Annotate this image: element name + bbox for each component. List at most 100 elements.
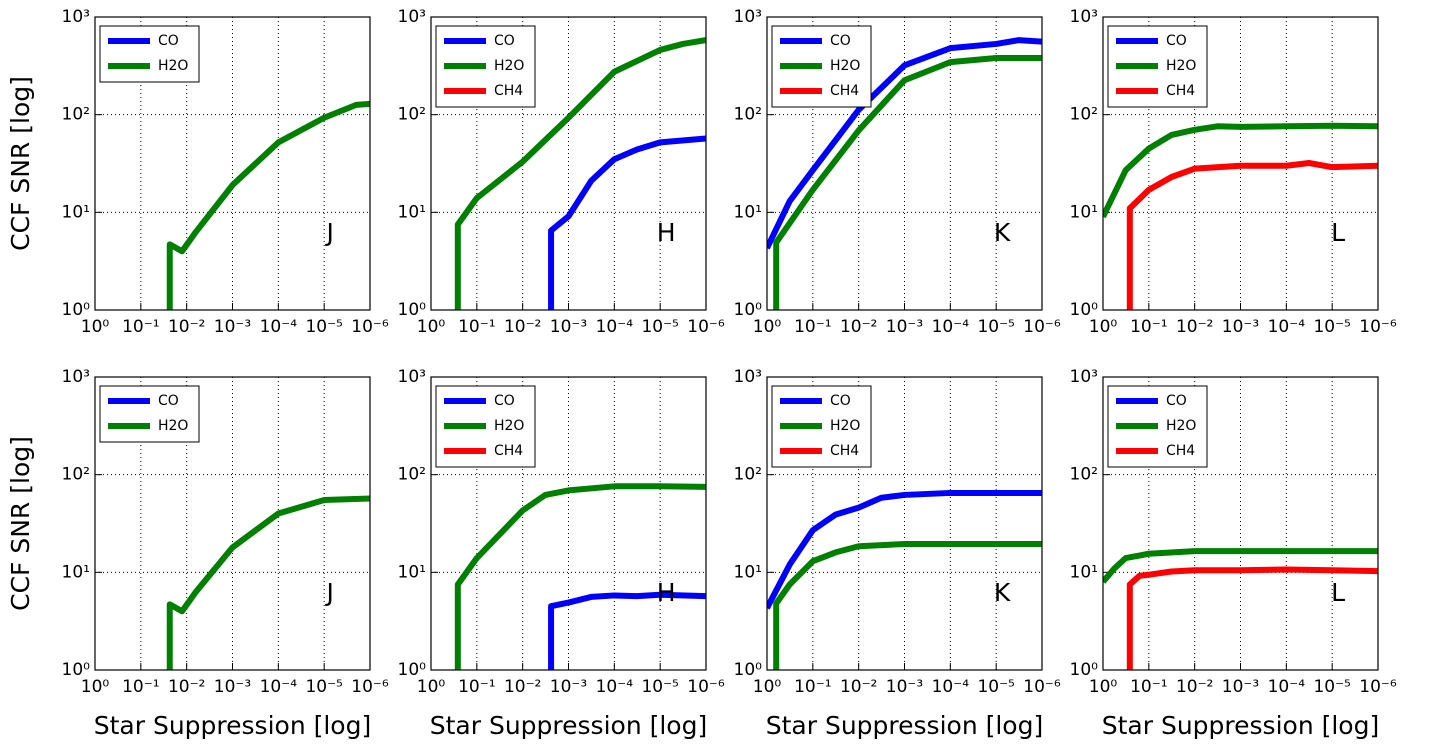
panel: 10⁰ 10⁻¹ 10⁻² 10⁻³ 10⁻⁴ 10⁻⁵ 10⁻⁶ 10⁰ 10¹ 10² 10³ L…: [1070, 7, 1397, 337]
x-axis-label: Star Suppression [log]: [94, 711, 371, 740]
series-line: [1103, 548, 1378, 584]
series-line: [1126, 566, 1378, 670]
band-label: L: [1331, 578, 1345, 607]
x-tick-label: 10⁻¹: [458, 677, 495, 697]
x-tick-label: 10⁻⁵: [641, 677, 678, 697]
x-tick-label: 10⁻²: [504, 677, 541, 697]
x-tick-label: 10⁻⁴: [596, 677, 634, 697]
legend-label: H2O: [494, 418, 524, 434]
x-tick-label: 10⁻⁵: [305, 317, 342, 337]
x-axis-label: Star Suppression [log]: [766, 711, 1043, 740]
x-tick-label: 10⁻²: [168, 677, 205, 697]
legend-label: H2O: [1166, 58, 1196, 74]
series-line: [767, 489, 1042, 610]
series-line: [454, 483, 706, 670]
legend-label: CH4: [830, 83, 859, 99]
series-line: [166, 495, 370, 670]
y-tick-label: 10³: [62, 7, 90, 27]
x-tick-label: 10⁻⁶: [351, 317, 389, 337]
y-tick-label: 10²: [398, 105, 426, 125]
y-tick-label: 10³: [734, 7, 762, 27]
x-tick-label: 10⁻⁵: [1313, 317, 1350, 337]
x-tick-label: 10⁻³: [550, 677, 587, 697]
y-tick-label: 10³: [734, 367, 762, 387]
legend-label: CO: [494, 33, 515, 49]
legend-label: H2O: [158, 58, 188, 74]
x-tick-label: 10⁻²: [840, 677, 877, 697]
plot-frame: [1102, 16, 1379, 311]
x-tick-label: 10⁻³: [886, 677, 923, 697]
x-tick-label: 10⁻⁴: [596, 317, 634, 337]
y-tick-label: 10¹: [1070, 202, 1098, 222]
y-tick-label: 10¹: [62, 562, 90, 582]
legend-label: CO: [494, 393, 515, 409]
x-tick-label: 10⁻⁴: [260, 677, 298, 697]
y-tick-label: 10³: [1070, 367, 1098, 387]
panel: 10⁰ 10⁻¹ 10⁻² 10⁻³ 10⁻⁴ 10⁻⁵ 10⁻⁶ 10⁰ 10¹ 10² 10³ H…: [398, 7, 725, 337]
plot-frame: [94, 376, 371, 671]
x-axis-label: Star Suppression [log]: [430, 711, 707, 740]
x-tick-label: 10⁻²: [1176, 677, 1213, 697]
plot-frame: [430, 376, 707, 671]
plot-frame: [94, 16, 371, 311]
legend-label: CO: [830, 33, 851, 49]
y-tick-label: 10¹: [398, 562, 426, 582]
y-tick-label: 10⁰: [1070, 660, 1099, 680]
legend-label: H2O: [830, 58, 860, 74]
y-tick-label: 10³: [62, 367, 90, 387]
legend-label: H2O: [1166, 418, 1196, 434]
series-line: [1103, 122, 1378, 219]
y-tick-label: 10²: [1070, 105, 1098, 125]
panel: 10⁰ 10⁻¹ 10⁻² 10⁻³ 10⁻⁴ 10⁻⁵ 10⁻⁶ 10⁰ 10¹ 10² 10³ K…: [734, 367, 1061, 740]
x-tick-label: 10⁻³: [214, 317, 251, 337]
legend-label: CH4: [494, 443, 523, 459]
x-tick-label: 10⁻⁴: [1268, 317, 1306, 337]
x-tick-label: 10⁻⁵: [641, 317, 678, 337]
x-tick-label: 10⁻³: [1222, 677, 1259, 697]
legend-label: H2O: [830, 418, 860, 434]
y-tick-label: 10⁰: [398, 300, 427, 320]
y-axis-label: CCF SNR [log]: [6, 76, 35, 251]
x-tick-label: 10⁻¹: [1130, 677, 1167, 697]
band-label: J: [324, 578, 333, 607]
y-tick-label: 10⁰: [1070, 300, 1099, 320]
x-tick-label: 10⁻⁴: [932, 677, 970, 697]
y-tick-label: 10³: [398, 7, 426, 27]
x-tick-label: 10⁻²: [840, 317, 877, 337]
x-tick-label: 10⁻⁴: [260, 317, 298, 337]
x-tick-label: 10⁻¹: [1130, 317, 1167, 337]
y-tick-label: 10⁰: [62, 300, 91, 320]
band-label: K: [994, 578, 1011, 607]
x-tick-label: 10⁻²: [504, 317, 541, 337]
x-tick-label: 10⁻⁵: [977, 317, 1014, 337]
plot-frame: [766, 16, 1043, 311]
legend-label: CO: [158, 393, 179, 409]
x-tick-label: 10⁻¹: [794, 677, 831, 697]
x-tick-label: 10⁰: [1089, 317, 1118, 337]
x-tick-label: 10⁻²: [1176, 317, 1213, 337]
series-line: [767, 37, 1042, 250]
legend-label: CO: [1166, 393, 1187, 409]
plot-frame: [1102, 376, 1379, 671]
panel: 10⁰ 10⁻¹ 10⁻² 10⁻³ 10⁻⁴ 10⁻⁵ 10⁻⁶ 10⁰ 10¹ 10² 10³ L…: [1070, 367, 1397, 740]
x-tick-label: 10⁻⁴: [932, 317, 970, 337]
legend-label: CO: [830, 393, 851, 409]
band-label: L: [1331, 218, 1345, 247]
x-tick-label: 10⁻⁶: [1359, 317, 1397, 337]
x-tick-label: 10⁻¹: [122, 317, 159, 337]
y-tick-label: 10²: [62, 465, 90, 485]
x-tick-label: 10⁻³: [214, 677, 251, 697]
x-tick-label: 10⁻⁶: [687, 677, 725, 697]
legend-label: CH4: [1166, 443, 1195, 459]
series-line: [773, 541, 1042, 670]
x-tick-label: 10⁻³: [550, 317, 587, 337]
x-tick-label: 10⁻³: [886, 317, 923, 337]
x-tick-label: 10⁰: [81, 677, 110, 697]
x-axis-label: Star Suppression [log]: [1102, 711, 1379, 740]
plot-frame: [766, 376, 1043, 671]
band-label: J: [324, 218, 333, 247]
y-tick-label: 10⁰: [398, 660, 427, 680]
x-tick-label: 10⁻⁵: [305, 677, 342, 697]
y-tick-label: 10³: [398, 367, 426, 387]
legend-label: CO: [158, 33, 179, 49]
